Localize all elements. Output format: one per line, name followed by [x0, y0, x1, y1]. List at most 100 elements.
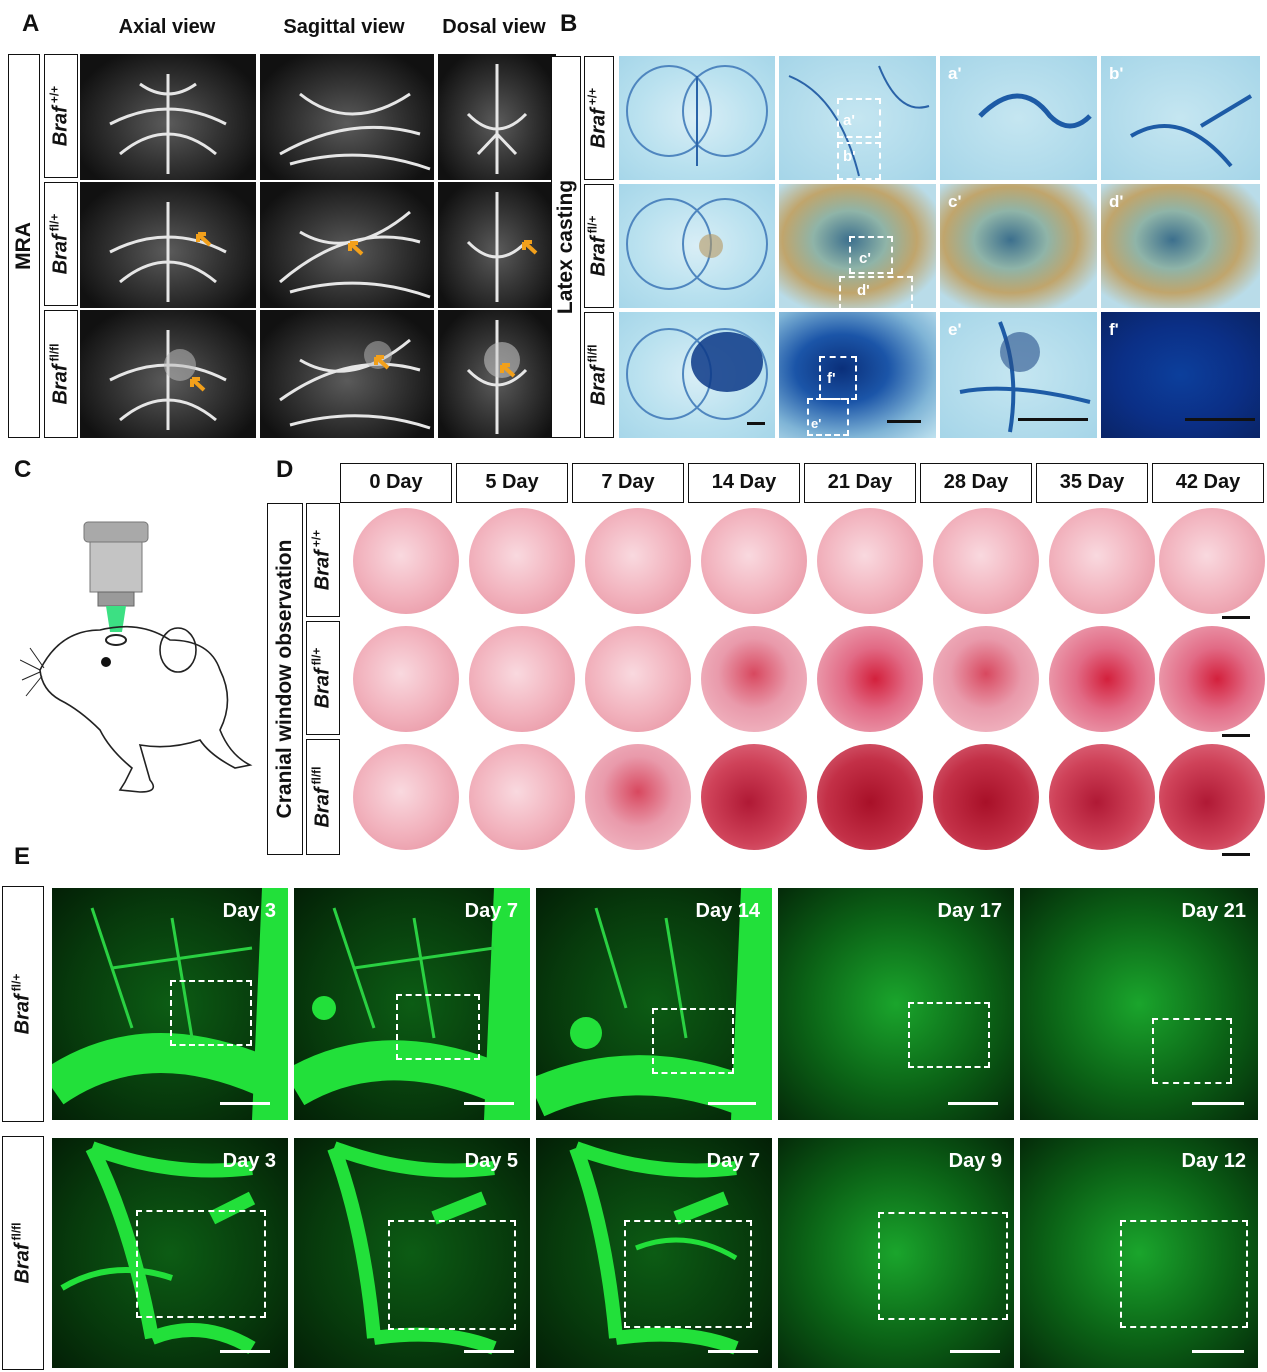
inset-label-e: e' [811, 416, 822, 431]
het-day14-box [652, 1008, 734, 1074]
mra-wt-axial [80, 54, 256, 180]
cranial-het-day42 [1159, 626, 1265, 732]
latex-casting-side-label: Latex casting [551, 56, 581, 438]
cranial-het-day28 [933, 626, 1039, 732]
hom-day3-box [136, 1210, 266, 1318]
cranial-hom-day21 [817, 744, 923, 850]
hom-day12-box [1120, 1220, 1248, 1328]
twophoton-hom-day5: Day 5 [294, 1138, 530, 1368]
scalebar-latex-detail-e [1018, 418, 1088, 421]
scalebar-hom-day12 [1192, 1350, 1244, 1353]
day-header-28: 28 Day [920, 463, 1032, 503]
cranial-hom-day5 [469, 744, 575, 850]
cranial-genotype-hom: Braffl/fl [306, 739, 340, 855]
cranial-het-day21 [817, 626, 923, 732]
twophoton-het-day21: Day 21 [1020, 888, 1258, 1120]
cranial-genotype-het: Braffl/+ [306, 621, 340, 735]
mra-het-axial [80, 182, 256, 308]
latex-genotype-wt: Braf+/+ [584, 56, 614, 180]
hom-day3-label: Day 3 [222, 1150, 276, 1172]
inset-label-b: b' [843, 148, 856, 165]
hom-day5-box [388, 1220, 516, 1330]
twophoton-hom-day7: Day 7 [536, 1138, 772, 1368]
mra-genotype-het: Braffl/+ [44, 182, 78, 306]
dosal-view-header: Dosal view [442, 16, 546, 38]
scalebar-cranial-wt [1222, 616, 1250, 619]
inset-box-d [839, 276, 913, 308]
cranial-wt-day5 [469, 508, 575, 614]
day-header-35: 35 Day [1036, 463, 1148, 503]
twophoton-het-day3: Day 3 [52, 888, 288, 1120]
mouse-microscope-illustration [20, 521, 253, 793]
cranial-wt-day21 [817, 508, 923, 614]
sublabel-f: f' [1109, 320, 1119, 339]
cranial-het-day5 [469, 626, 575, 732]
het-day14-label: Day 14 [695, 900, 761, 922]
twophoton-hom-day9: Day 9 [778, 1138, 1014, 1368]
inset-box-b [837, 142, 881, 180]
day-header-42: 42 Day [1152, 463, 1264, 503]
hom-day7-label: Day 7 [706, 1150, 760, 1172]
scalebar-latex-whole [747, 422, 765, 425]
latex-wt-detail-b: b' [1101, 56, 1260, 180]
inset-label-a: a' [843, 112, 855, 129]
twophoton-het-day7: Day 7 [294, 888, 530, 1120]
sagittal-view-header: Sagittal view [283, 16, 405, 38]
cranial-wt-day0 [353, 508, 459, 614]
panel-c-letter: C [14, 456, 32, 483]
cranial-het-day0 [353, 626, 459, 732]
scalebar-latex-zoom [887, 420, 921, 423]
axial-view-header: Axial view [118, 16, 216, 38]
hom-day7-box [624, 1220, 752, 1328]
sublabel-a: a' [948, 64, 962, 83]
cranial-genotype-wt: Braf+/+ [306, 503, 340, 617]
day-header-0: 0 Day [340, 463, 452, 503]
cranial-hom-day14 [701, 744, 807, 850]
cranial-hom-day7 [585, 744, 691, 850]
cranial-window-side-label: Cranial window observation [267, 503, 303, 855]
scalebar-het-day7 [464, 1102, 514, 1105]
cranial-hom-day0 [353, 744, 459, 850]
latex-wt-whole [619, 56, 775, 180]
latex-het-zoom: c' d' [779, 184, 936, 308]
latex-het-detail-d: d' [1101, 184, 1260, 308]
hom-day9-label: Day 9 [948, 1150, 1002, 1172]
mra-hom-axial [80, 310, 256, 438]
twophoton-hom-day3: Day 3 [52, 1138, 288, 1368]
latex-hom-detail-e: e' [940, 312, 1097, 438]
day-header-7: 7 Day [572, 463, 684, 503]
inset-box-f [819, 356, 857, 400]
twophoton-hom-day12: Day 12 [1020, 1138, 1258, 1368]
het-day3-label: Day 3 [222, 900, 276, 922]
latex-het-detail-c: c' [940, 184, 1097, 308]
day-header-21: 21 Day [804, 463, 916, 503]
sublabel-d: d' [1109, 192, 1124, 211]
sublabel-e: e' [948, 320, 962, 339]
sublabel-c: c' [948, 192, 962, 211]
het-day7-box [396, 994, 480, 1060]
scalebar-hom-day9 [950, 1350, 1000, 1353]
latex-genotype-hom: Braffl/fl [584, 312, 614, 438]
latex-hom-detail-f: f' [1101, 312, 1260, 438]
panel-e-letter: E [14, 843, 31, 870]
het-day17-box [908, 1002, 990, 1068]
panel-b-letter: B [560, 10, 578, 37]
hom-day9-box [878, 1212, 1008, 1320]
scalebar-cranial-hom [1222, 853, 1250, 856]
inset-label-f: f' [827, 370, 836, 387]
latex-wt-detail-a: a' [940, 56, 1097, 180]
hom-day5-label: Day 5 [464, 1150, 518, 1172]
cranial-wt-day7 [585, 508, 691, 614]
latex-genotype-het: Braffl/+ [584, 184, 614, 308]
latex-hom-whole [619, 312, 775, 438]
scalebar-hom-day3 [220, 1350, 270, 1353]
twophoton-het-day17: Day 17 [778, 888, 1014, 1120]
scalebar-het-day21 [1192, 1102, 1244, 1105]
mra-hom-sagittal [260, 310, 434, 438]
het-day3-box [170, 980, 252, 1046]
cranial-wt-day14 [701, 508, 807, 614]
mra-hom-dorsal [438, 310, 556, 438]
twophoton-genotype-hom: Braffl/fl [2, 1136, 44, 1370]
mra-genotype-hom: Braffl/fl [44, 310, 78, 438]
inset-label-d: d' [857, 282, 870, 299]
